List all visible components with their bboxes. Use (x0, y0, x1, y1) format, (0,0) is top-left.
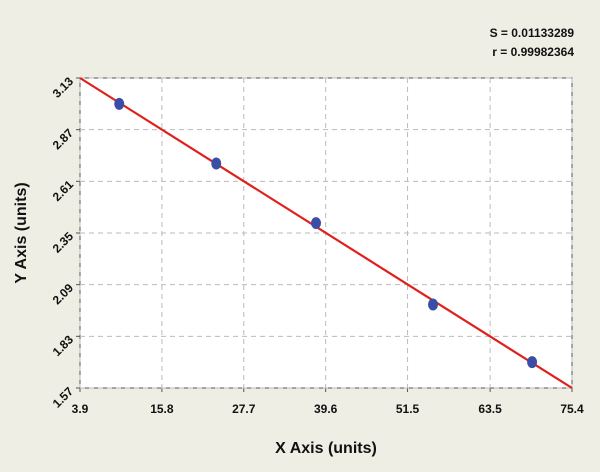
annotation: r = 0.99982364 (492, 45, 574, 59)
x-tick-label: 63.5 (478, 402, 502, 416)
x-axis-title: X Axis (units) (275, 440, 377, 457)
data-point (527, 356, 538, 369)
x-tick-label: 75.4 (560, 402, 584, 416)
data-point (428, 298, 439, 311)
x-tick-label: 51.5 (396, 402, 420, 416)
x-tick-label: 15.8 (150, 402, 174, 416)
data-point (311, 217, 322, 230)
fit-line (79, 77, 573, 389)
y-axis-title: Y Axis (units) (13, 182, 30, 283)
data-point (114, 97, 125, 110)
annotation: S = 0.01133289 (490, 26, 575, 40)
data-point (211, 157, 222, 170)
x-tick-label: 3.9 (72, 402, 89, 416)
x-tick-label: 39.6 (314, 402, 338, 416)
x-tick-label: 27.7 (232, 402, 256, 416)
